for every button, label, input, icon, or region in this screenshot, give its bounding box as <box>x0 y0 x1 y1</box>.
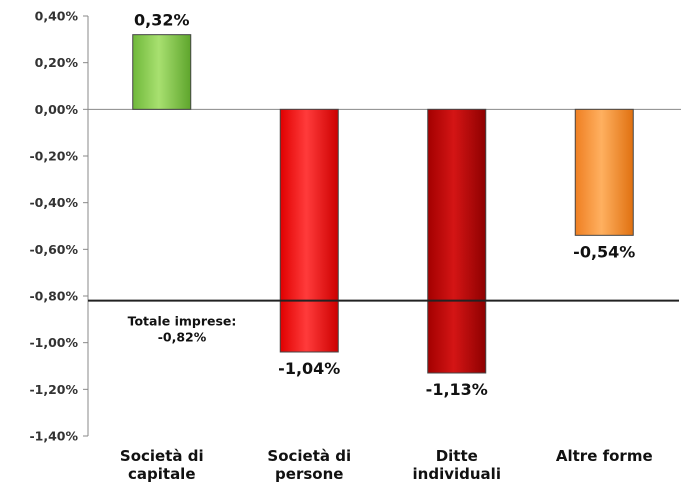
y-tick-label: -0,60% <box>29 242 78 257</box>
reference-line-group: Totale imprese: -0,82% <box>88 299 679 345</box>
category-label-1: Società di capitale <box>120 447 204 483</box>
category-label-3: Ditte individuali <box>413 447 501 483</box>
y-tick-label: -0,80% <box>29 289 78 304</box>
bar-2 <box>279 108 339 353</box>
category-label-2: Società di persone <box>267 447 351 483</box>
category-label-4: Altre forme <box>556 447 653 465</box>
y-tick-label: -0,40% <box>29 195 78 210</box>
bar-4 <box>574 108 634 236</box>
bar-3 <box>427 108 487 374</box>
y-tick-label: 0,20% <box>35 55 79 70</box>
y-tick-label: 0,00% <box>35 102 79 117</box>
data-label-3: -1,13% <box>426 380 488 399</box>
y-tick-label: -1,00% <box>29 335 78 350</box>
bars <box>132 34 634 374</box>
bar-1 <box>132 34 192 110</box>
y-tick-label: -0,20% <box>29 149 78 164</box>
reference-line-label: Totale imprese: -0,82% <box>128 314 237 345</box>
data-labels: 0,32% -1,04% -1,13% -0,54% <box>134 11 635 399</box>
data-label-2: -1,04% <box>278 359 340 378</box>
y-tick-label: -1,40% <box>29 429 78 444</box>
y-tick-label: 0,40% <box>35 9 79 24</box>
data-label-1: 0,32% <box>134 11 190 30</box>
y-tick-label: -1,20% <box>29 382 78 397</box>
axes: 0,40% 0,20% 0,00% -0,20% -0,40% -0,60% -0,80% -… <box>29 9 681 483</box>
data-label-4: -0,54% <box>573 242 635 261</box>
